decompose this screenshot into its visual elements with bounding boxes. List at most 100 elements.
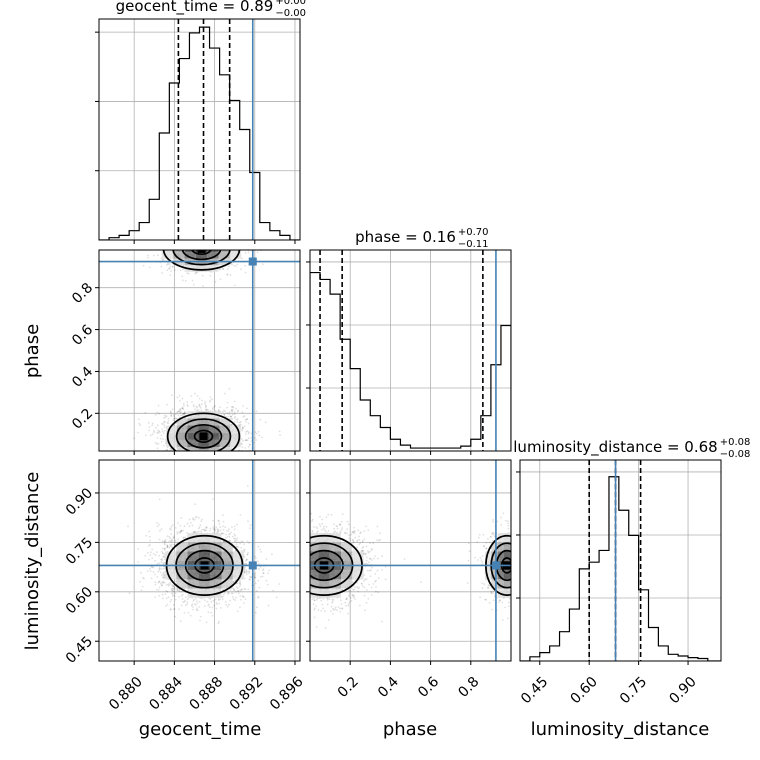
y-tick-label: 0.6 bbox=[69, 322, 96, 349]
sample-point bbox=[198, 397, 201, 400]
sample-point bbox=[217, 529, 220, 531]
sample-point bbox=[178, 410, 181, 412]
sample-point bbox=[174, 598, 177, 601]
sample-point bbox=[171, 540, 173, 543]
density-cell bbox=[184, 252, 196, 259]
sample-point bbox=[182, 601, 184, 603]
sample-point bbox=[336, 525, 339, 527]
sample-point bbox=[158, 430, 161, 433]
sample-point bbox=[156, 521, 159, 524]
x-tick-label: 0.896 bbox=[267, 674, 307, 714]
sample-point bbox=[234, 540, 237, 543]
sample-point bbox=[166, 421, 169, 424]
density-cell bbox=[187, 447, 199, 451]
sample-point bbox=[179, 620, 182, 623]
sample-point bbox=[227, 265, 230, 268]
sample-point bbox=[161, 584, 163, 587]
sample-point bbox=[181, 397, 184, 400]
sample-point bbox=[202, 285, 205, 288]
sample-point bbox=[162, 573, 164, 575]
sample-point bbox=[211, 408, 214, 410]
sample-point bbox=[192, 600, 195, 602]
sample-point bbox=[377, 591, 380, 593]
sample-point bbox=[363, 538, 365, 541]
sample-point bbox=[363, 579, 365, 582]
sample-point bbox=[211, 606, 214, 609]
sample-point bbox=[247, 437, 250, 440]
sample-point bbox=[200, 615, 202, 618]
density-cell bbox=[187, 418, 199, 426]
sample-point bbox=[172, 603, 175, 606]
sample-point bbox=[187, 612, 190, 614]
title-upper-error: +0.70 bbox=[458, 227, 489, 238]
sample-point bbox=[368, 557, 371, 560]
sample-point bbox=[161, 547, 164, 550]
sample-point bbox=[352, 596, 355, 599]
sample-point bbox=[230, 424, 233, 426]
sample-point bbox=[205, 408, 208, 411]
sample-point bbox=[161, 581, 163, 584]
sample-point bbox=[158, 412, 161, 415]
sample-point bbox=[166, 403, 169, 406]
sample-point bbox=[158, 562, 161, 565]
sample-point bbox=[212, 599, 215, 602]
sample-point bbox=[166, 546, 169, 549]
sample-point bbox=[178, 410, 181, 412]
sample-point bbox=[322, 527, 325, 530]
sample-point bbox=[165, 597, 168, 600]
sample-point bbox=[178, 416, 181, 419]
sample-point bbox=[158, 567, 161, 570]
sample-point bbox=[232, 580, 235, 583]
sample-point bbox=[164, 539, 167, 541]
sample-point bbox=[185, 604, 188, 606]
sample-point bbox=[171, 589, 173, 592]
sample-point bbox=[219, 526, 222, 529]
sample-point bbox=[179, 400, 181, 402]
density-cell bbox=[165, 551, 177, 561]
sample-point bbox=[352, 540, 355, 543]
sample-point bbox=[227, 603, 230, 606]
sample-point bbox=[236, 523, 238, 526]
sample-point bbox=[212, 528, 215, 531]
sample-point bbox=[172, 265, 174, 268]
sample-point bbox=[163, 573, 166, 576]
sample-point bbox=[245, 430, 248, 433]
sample-point bbox=[137, 418, 140, 420]
sample-point bbox=[163, 540, 166, 543]
sample-point bbox=[250, 440, 253, 442]
sample-point bbox=[170, 270, 172, 272]
sample-point bbox=[245, 439, 248, 442]
sample-point bbox=[370, 549, 373, 551]
sample-point bbox=[166, 544, 169, 547]
sample-point bbox=[210, 611, 213, 614]
sample-point bbox=[213, 604, 216, 607]
sample-point bbox=[226, 535, 229, 538]
sample-point bbox=[239, 542, 242, 545]
sample-point bbox=[172, 594, 174, 597]
sample-point bbox=[170, 448, 173, 451]
sample-point bbox=[223, 540, 226, 543]
sample-point bbox=[228, 539, 231, 542]
sample-point bbox=[357, 587, 359, 590]
sample-point bbox=[336, 527, 339, 530]
sample-point bbox=[240, 443, 243, 445]
sample-point bbox=[170, 415, 173, 417]
sample-point bbox=[244, 433, 247, 435]
sample-point bbox=[184, 536, 187, 539]
sample-point bbox=[259, 565, 262, 568]
sample-point bbox=[181, 407, 184, 409]
density-cell bbox=[208, 447, 220, 451]
sample-point bbox=[157, 570, 160, 573]
sample-point bbox=[201, 399, 203, 402]
sample-point bbox=[254, 611, 257, 614]
sample-point bbox=[173, 415, 176, 418]
sample-point bbox=[170, 540, 172, 543]
sample-point bbox=[233, 525, 236, 528]
sample-point bbox=[204, 401, 207, 403]
sample-point bbox=[186, 401, 189, 403]
sample-point bbox=[361, 540, 364, 543]
sample-point bbox=[249, 576, 252, 579]
sample-point bbox=[221, 598, 224, 601]
sample-point bbox=[194, 604, 197, 606]
contour-line bbox=[166, 412, 241, 451]
